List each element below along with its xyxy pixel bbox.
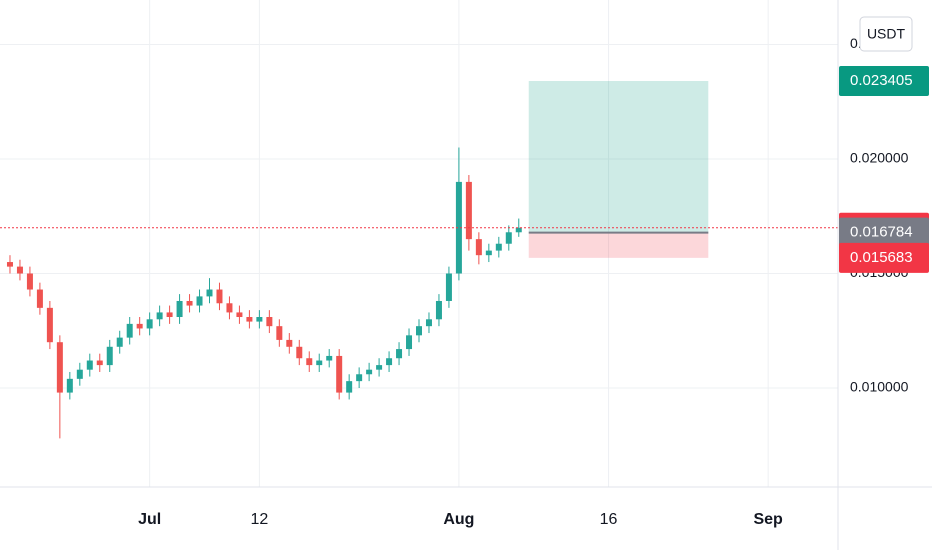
candle-body — [216, 289, 223, 304]
candle-body — [246, 317, 253, 322]
candle-body — [346, 381, 353, 393]
price-tag-label: 0.023405 — [850, 72, 913, 89]
price-tag — [839, 66, 929, 97]
x-tick-label: Aug — [443, 511, 474, 528]
candle-body — [226, 303, 233, 313]
candle-body — [126, 323, 133, 338]
candle-body — [445, 273, 452, 301]
candle-body — [465, 181, 472, 240]
candle-body — [156, 312, 163, 320]
candle-body — [6, 262, 13, 267]
candle-body — [86, 360, 93, 370]
candle-body — [96, 360, 103, 366]
candle-body — [256, 317, 263, 322]
candle-body — [366, 369, 373, 375]
candle-body — [425, 319, 432, 327]
price-tag — [839, 242, 929, 273]
candle-body — [356, 374, 363, 382]
candle-body — [435, 300, 442, 320]
candle-body — [286, 339, 293, 347]
candle-body — [136, 323, 143, 329]
candle-body — [196, 296, 203, 306]
candle-body — [316, 360, 323, 366]
candle-body — [296, 346, 303, 359]
price-tag-label: 0.016784 — [850, 224, 913, 241]
candle-body — [66, 378, 73, 393]
candle-body — [106, 346, 113, 366]
candle-body — [485, 250, 492, 256]
candle-body — [505, 232, 512, 244]
candle-body — [26, 273, 33, 290]
x-tick-label: 12 — [250, 511, 268, 528]
candle-body — [206, 289, 213, 297]
stop-zone — [528, 232, 709, 258]
candle-body — [276, 326, 283, 340]
candle-body — [16, 266, 23, 274]
candle-body — [36, 289, 43, 308]
candle-body — [116, 337, 123, 347]
candle-body — [475, 239, 482, 256]
currency-label[interactable]: USDT — [867, 26, 906, 42]
target-zone — [528, 81, 709, 233]
candle-body — [336, 355, 343, 393]
candle-body — [515, 227, 522, 233]
x-tick-label: Sep — [753, 511, 783, 528]
candle-body — [386, 358, 393, 366]
price-tag — [839, 217, 929, 248]
x-tick-label: 16 — [600, 511, 618, 528]
candle-body — [76, 369, 83, 379]
candle-body — [56, 342, 63, 393]
y-tick-label: 0.020000 — [850, 150, 909, 166]
candle-body — [46, 307, 53, 343]
candle-body — [396, 349, 403, 359]
candle-body — [176, 300, 183, 318]
candle-body — [406, 335, 413, 350]
x-tick-label: Jul — [138, 511, 161, 528]
y-tick-label: 0.010000 — [850, 379, 909, 395]
candle-body — [186, 300, 193, 306]
candle-body — [266, 317, 273, 327]
candle-body — [166, 312, 173, 318]
price-tag-label: 0.015683 — [850, 249, 913, 266]
candle-body — [455, 181, 462, 274]
candle-body — [146, 319, 153, 329]
candle-body — [306, 358, 313, 366]
candle-body — [236, 312, 243, 318]
currency-button[interactable] — [859, 16, 913, 52]
candle-body — [495, 243, 502, 251]
candle-body — [376, 365, 383, 370]
candle-body — [416, 326, 422, 336]
candle-body — [326, 355, 333, 361]
